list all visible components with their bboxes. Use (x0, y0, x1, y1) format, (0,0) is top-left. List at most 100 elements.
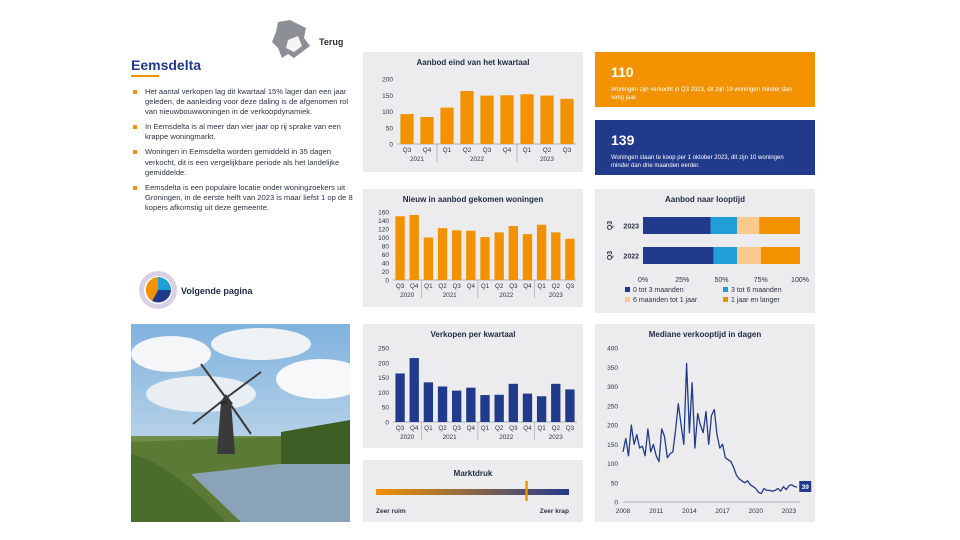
chart-aanbod-panel: Aanbod eind van het kwartaal 0 50 100 150 20… (363, 52, 583, 172)
category-label: 2022 (623, 254, 639, 261)
windmill-photo (131, 324, 350, 522)
summary-bullet: Woningen in Eemsdelta worden gemiddeld i… (131, 147, 353, 177)
bar (409, 214, 419, 280)
group-label: 2022 (470, 156, 485, 163)
y-tick-label: 140 (378, 218, 389, 225)
back-link[interactable]: Terug (319, 37, 344, 47)
y-tick-label: 350 (607, 365, 618, 372)
next-page-label: Volgende pagina (181, 286, 253, 296)
y-tick-label: 100 (607, 461, 618, 468)
legend-label: 3 tot 6 maanden (731, 287, 782, 294)
y-tick-label: 200 (607, 423, 618, 430)
bar (540, 95, 554, 144)
x-tick-label: Q3 (509, 283, 518, 290)
x-tick-label: Q1 (537, 283, 546, 290)
bar (522, 393, 533, 422)
x-tick-label: 0% (638, 277, 648, 284)
bar (466, 230, 476, 280)
bar (395, 373, 405, 422)
bar (520, 94, 534, 144)
stacked-bar-segment (643, 217, 711, 234)
x-tick-label: Q2 (552, 425, 561, 432)
stacked-bar-segment (759, 217, 800, 234)
y-tick-label: 50 (611, 480, 619, 487)
x-tick-label: Q4 (423, 147, 432, 154)
x-tick-label: Q2 (463, 147, 472, 154)
region-map-icon (268, 18, 314, 69)
x-tick-label: Q2 (495, 283, 504, 290)
summary-bullet: Eemsdelta is een populaire locatie onder… (131, 183, 353, 213)
y-tick-label: 60 (382, 252, 390, 259)
bar (400, 114, 414, 144)
next-page-button[interactable]: Volgende pagina (138, 270, 288, 310)
y-tick-label: 120 (378, 227, 389, 234)
bar (395, 216, 405, 280)
y-tick-label: 200 (382, 77, 393, 84)
y-tick-label: 100 (382, 109, 393, 116)
y-tick-label: 20 (382, 269, 390, 276)
y-tick-label: 400 (607, 346, 618, 353)
group-label: 2021 (443, 434, 458, 441)
group-label: 2021 (443, 292, 458, 299)
chart-verkopen: 0 50 100 150 200 250 Q3 Q4 Q1 Q2 Q3 Q4 Q1 Q2 Q3 Q4 Q1 Q2 Q… (378, 346, 577, 441)
x-tick-label: 100% (791, 277, 809, 284)
kpi-sold-tile: 110 Woningen zijn verkocht in Q3 2023, d… (595, 52, 815, 107)
bar (565, 389, 575, 422)
bar (560, 98, 574, 144)
bar (494, 394, 504, 422)
x-tick-label: Q3 (566, 425, 575, 432)
y-tick-label: 150 (378, 375, 389, 382)
bar (508, 383, 518, 422)
page-title: Eemsdelta (131, 57, 202, 73)
legend-swatch (723, 297, 728, 302)
legend-label: 6 maanden tot 1 jaar (633, 297, 698, 304)
group-label: 2021 (410, 156, 425, 163)
chart-aanbod-title: Aanbod eind van het kwartaal (416, 58, 530, 67)
group-label: 2020 (400, 434, 415, 441)
x-tick-label: Q4 (503, 147, 512, 154)
x-tick-label: Q1 (424, 425, 433, 432)
x-tick-label: 2023 (782, 508, 797, 515)
y-tick-label: 100 (378, 390, 389, 397)
title-underline (131, 75, 159, 77)
x-tick-label: Q3 (403, 147, 412, 154)
bar (423, 237, 434, 280)
y-tick-label: 300 (607, 384, 618, 391)
stacked-bar-segment (737, 247, 761, 264)
legend-label: 0 tot 3 maanden (633, 287, 684, 294)
y-tick-label: 0 (614, 500, 618, 507)
stacked-bar-segment (737, 217, 760, 234)
kpi-sold-value: 110 (611, 64, 634, 80)
chart-nieuw-panel: Nieuw in aanbod gekomen woningen 0 20 40 60… (363, 189, 583, 307)
chart-verkooptijd-title: Mediane verkooptijd in dagen (648, 330, 762, 339)
kpi-for-sale-tile: 139 Woningen staan te koop per 1 oktober… (595, 120, 815, 175)
group-label: 2022 (499, 434, 514, 441)
x-tick-label: 2008 (616, 508, 631, 515)
gauge-bar (376, 489, 569, 495)
bar (440, 107, 454, 144)
x-tick-label: 2017 (715, 508, 730, 515)
x-tick-label: Q4 (467, 425, 476, 432)
x-tick-label: Q3 (483, 147, 492, 154)
y-tick-label: 0 (385, 420, 389, 427)
bar (437, 228, 448, 280)
group-label: 2023 (540, 156, 555, 163)
bar (437, 386, 448, 422)
category-label: 2023 (623, 224, 639, 231)
x-tick-label: Q3 (452, 283, 461, 290)
x-tick-label: Q3 (396, 283, 405, 290)
group-label: 2020 (400, 292, 415, 299)
stacked-bar-segment (643, 247, 714, 264)
summary-list: Het aantal verkopen lag dit kwartaal 15%… (131, 87, 353, 218)
x-tick-label: 75% (754, 277, 768, 284)
y-tick-label: 200 (378, 360, 389, 367)
group-label: 2022 (499, 292, 514, 299)
bar (423, 382, 434, 422)
x-tick-label: Q1 (481, 283, 490, 290)
bar (500, 95, 514, 144)
group-label: Q3 (607, 221, 614, 230)
x-tick-label: Q2 (552, 283, 561, 290)
y-tick-label: 150 (382, 93, 393, 100)
gauge-right-label: Zeer krap (540, 508, 569, 515)
